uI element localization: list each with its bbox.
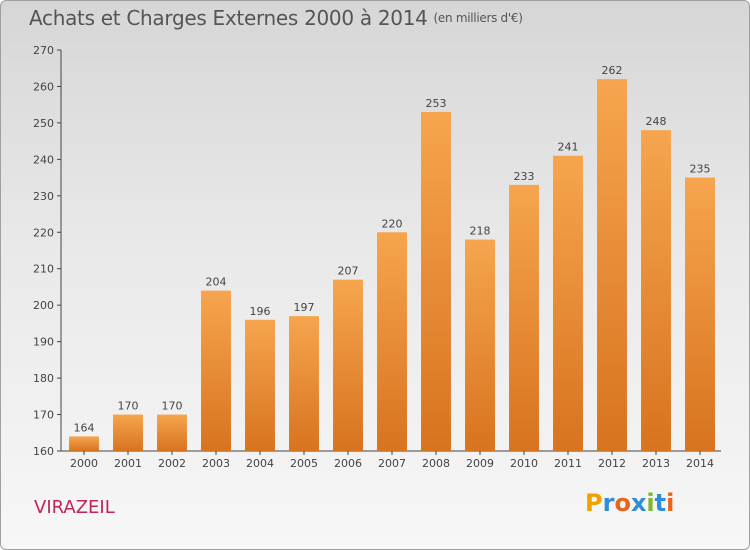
y-tick-label: 170 (33, 409, 54, 422)
axes: 160 170 180 190 200 210 220 230 240 250 260 270 (33, 44, 721, 458)
bar (597, 79, 627, 451)
x-tick-label: 2013 (642, 457, 670, 470)
chart-title-text: Achats et Charges Externes 2000 à 2014 (29, 6, 428, 30)
x-tick-label: 2011 (554, 457, 582, 470)
x-tick-label: 2007 (378, 457, 406, 470)
logo-letter: P (585, 489, 603, 517)
bar (465, 239, 495, 451)
x-tick-label: 2010 (510, 457, 538, 470)
bar (289, 316, 319, 451)
y-tick-label: 260 (33, 80, 54, 93)
y-tick-label: 200 (33, 299, 54, 312)
logo-letter: t (654, 489, 667, 517)
y-tick-label: 250 (33, 117, 54, 130)
y-tick-label: 240 (33, 153, 54, 166)
y-tick-label: 230 (33, 190, 54, 203)
bar (113, 414, 143, 451)
data-label: 262 (602, 64, 623, 77)
logo-letter: x (630, 489, 647, 517)
y-tick-label: 190 (33, 336, 54, 349)
data-label: 218 (470, 225, 491, 238)
commune-name: VIRAZEIL (34, 497, 115, 518)
bar (509, 184, 539, 451)
chart-title: Achats et Charges Externes 2000 à 2014 (e… (29, 6, 523, 30)
data-label: 253 (426, 97, 447, 110)
x-tick-label: 2014 (686, 457, 714, 470)
x-tick-label: 2004 (246, 457, 274, 470)
bar (553, 155, 583, 451)
bars (69, 79, 715, 452)
data-label: 207 (338, 265, 359, 278)
data-label: 241 (558, 141, 579, 154)
logo-letter: i (666, 489, 675, 517)
bar (69, 436, 99, 451)
chart-subtitle: (en milliers d'€) (433, 11, 523, 25)
data-label: 197 (294, 301, 315, 314)
bar (377, 232, 407, 451)
data-label: 248 (646, 115, 667, 128)
y-tick-label: 210 (33, 263, 54, 276)
data-label: 170 (118, 400, 139, 413)
x-tick-label: 2000 (70, 457, 98, 470)
bar (685, 177, 715, 451)
x-tick-label: 2005 (290, 457, 318, 470)
x-tick-label: 2003 (202, 457, 230, 470)
labels: 164 2000 170 2001 170 2002 204 2003 196 2004 197 20… (70, 64, 714, 470)
data-label: 235 (690, 163, 711, 176)
y-tick-label: 220 (33, 226, 54, 239)
logo-letter: o (614, 489, 631, 517)
data-label: 170 (162, 400, 183, 413)
logo-letter: r (602, 489, 615, 517)
x-tick-label: 2002 (158, 457, 186, 470)
bar (201, 290, 231, 451)
bar (157, 414, 187, 451)
y-tick-label: 270 (33, 44, 54, 57)
bar (421, 111, 451, 452)
data-label: 233 (514, 170, 535, 183)
data-label: 204 (206, 276, 227, 289)
y-tick-label: 160 (33, 445, 54, 458)
proxiti-logo[interactable]: Proxiti (585, 489, 674, 517)
data-label: 196 (250, 305, 271, 318)
data-label: 164 (74, 421, 95, 434)
x-tick-label: 2008 (422, 457, 450, 470)
y-tick-label: 180 (33, 372, 54, 385)
x-tick-label: 2001 (114, 457, 142, 470)
x-tick-label: 2006 (334, 457, 362, 470)
bar (333, 279, 363, 451)
data-label: 220 (382, 217, 403, 230)
logo-letter: i (646, 489, 655, 517)
x-tick-label: 2012 (598, 457, 626, 470)
bar (245, 319, 275, 451)
bar (641, 130, 671, 451)
x-tick-label: 2009 (466, 457, 494, 470)
